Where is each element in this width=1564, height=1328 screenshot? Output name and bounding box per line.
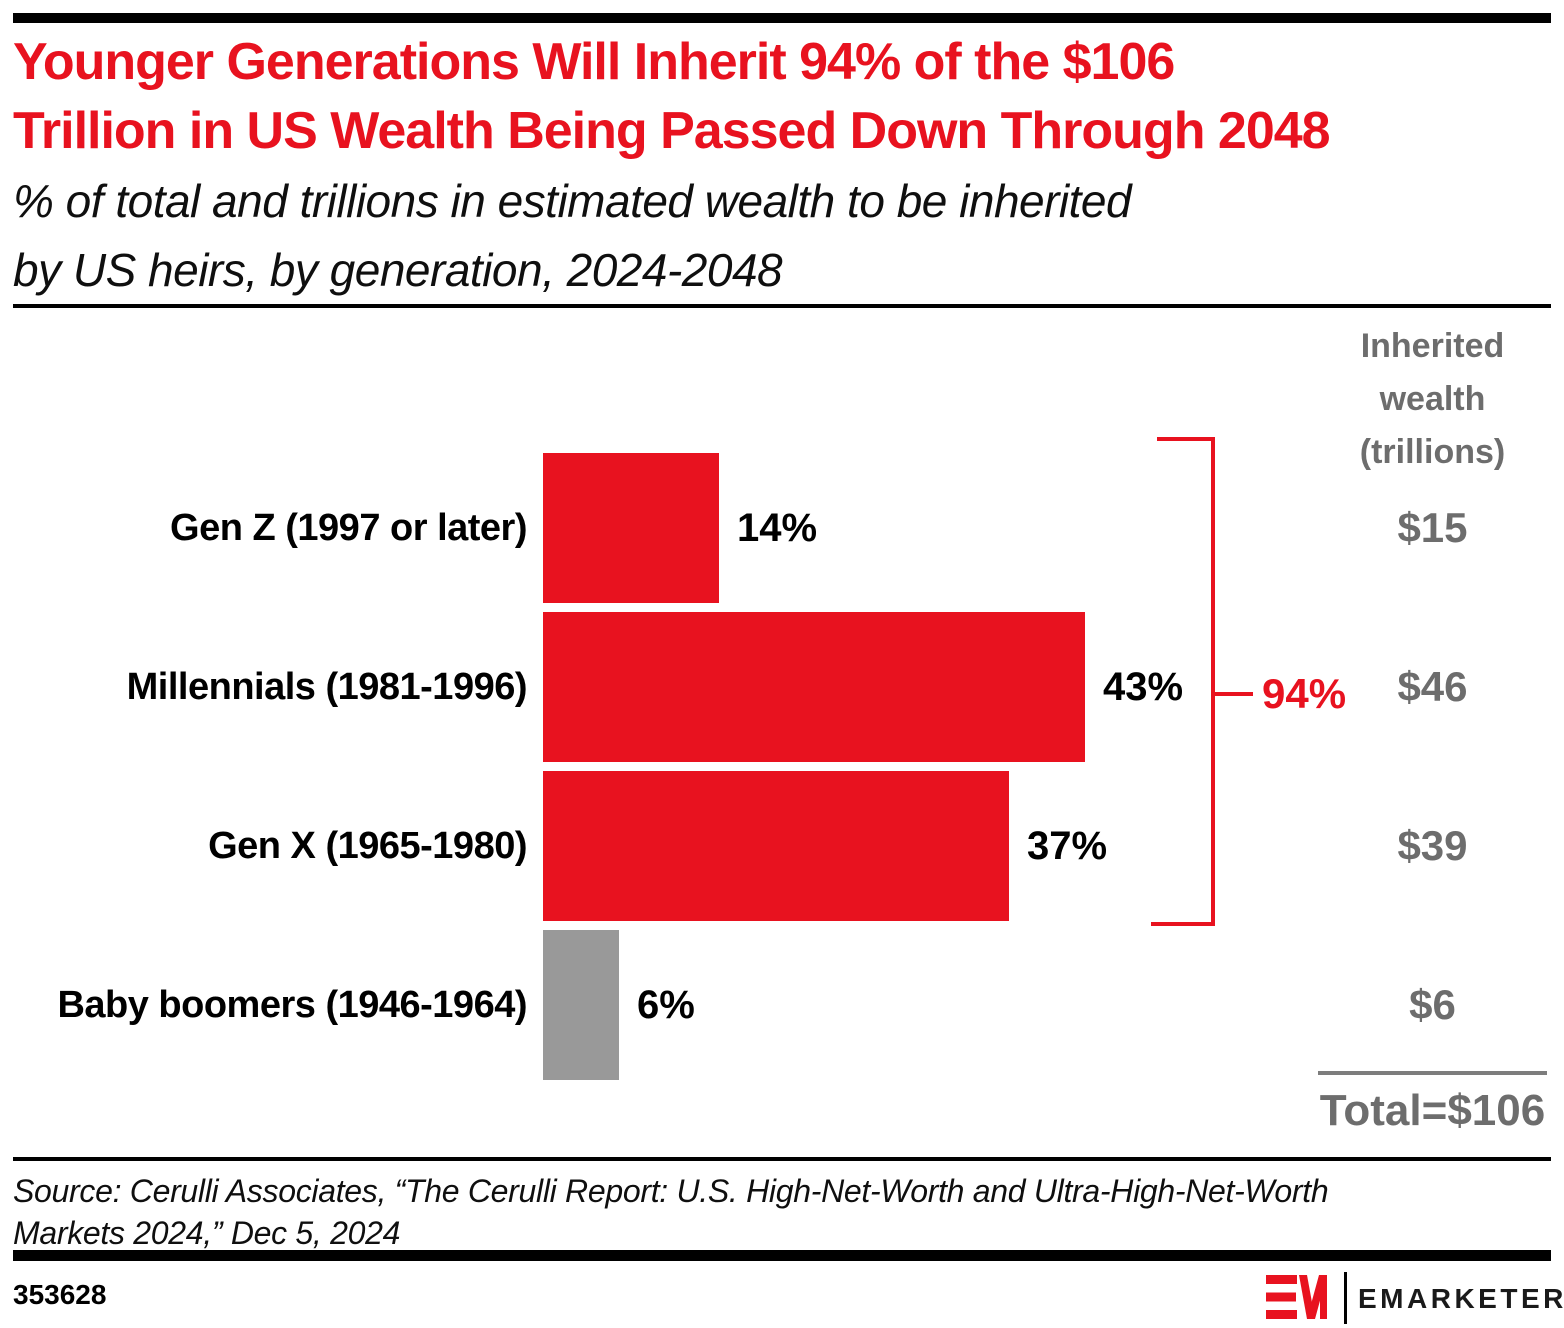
bracket-tick — [1215, 692, 1253, 696]
category-label: Millennials (1981-1996) — [126, 666, 528, 708]
chart-title: Younger Generations Will Inherit 94% of … — [13, 28, 1331, 166]
subtitle-line-2: by US heirs, by generation, 2024-2048 — [13, 244, 783, 296]
inherited-wealth-value: $46 — [1397, 663, 1468, 710]
bracket-top-cap — [1157, 437, 1215, 441]
category-label: Baby boomers (1946-1964) — [57, 984, 527, 1026]
wealth-header-line-3: (trillions) — [1359, 433, 1506, 471]
bar-value-label: 43% — [1103, 665, 1184, 709]
chart-subtitle: % of total and trillions in estimated we… — [13, 167, 1132, 305]
bar-4 — [543, 930, 619, 1080]
bracket-bottom-cap — [1151, 922, 1215, 926]
source-note: Source: Cerulli Associates, “The Cerulli… — [13, 1170, 1329, 1254]
total-label: Total=$106 — [1319, 1086, 1546, 1135]
source-line-2: Markets 2024,” Dec 5, 2024 — [13, 1215, 401, 1251]
bar-value-label: 14% — [737, 506, 818, 550]
top-rule — [13, 13, 1551, 23]
header-divider-rule — [13, 304, 1551, 308]
bar-2 — [543, 612, 1085, 762]
title-line-2: Trillion in US Wealth Being Passed Down … — [13, 102, 1331, 160]
source-divider-rule — [13, 1157, 1551, 1161]
bar-3 — [543, 771, 1009, 921]
inherited-wealth-value: $6 — [1409, 981, 1456, 1028]
emarketer-monogram-icon — [1266, 1275, 1327, 1319]
category-label: Gen Z (1997 or later) — [170, 507, 527, 549]
emarketer-logo: EMARKETER — [1266, 1272, 1563, 1326]
footer-rule — [13, 1250, 1551, 1261]
emarketer-wordmark: EMARKETER — [1358, 1283, 1564, 1314]
bar-1 — [543, 453, 719, 603]
chart-id: 353628 — [13, 1279, 107, 1310]
bracket-vertical-line — [1211, 437, 1215, 926]
inherited-wealth-value: $15 — [1397, 504, 1468, 551]
wealth-header-line-1: Inherited — [1360, 327, 1505, 365]
source-line-1: Source: Cerulli Associates, “The Cerulli… — [13, 1173, 1329, 1209]
bar-value-label: 6% — [637, 983, 695, 1027]
inherited-wealth-value: $39 — [1397, 822, 1468, 869]
category-label: Gen X (1965-1980) — [208, 825, 527, 867]
subtitle-line-1: % of total and trillions in estimated we… — [13, 175, 1132, 227]
wealth-header-line-2: wealth — [1379, 380, 1486, 418]
wealth-column-header: Inherited wealth (trillions) — [1318, 320, 1547, 479]
bracket-value: 94% — [1262, 670, 1347, 717]
bar-value-label: 37% — [1027, 824, 1108, 868]
total-rule — [1318, 1071, 1547, 1075]
logo-divider — [1344, 1272, 1347, 1324]
title-line-1: Younger Generations Will Inherit 94% of … — [13, 33, 1175, 91]
